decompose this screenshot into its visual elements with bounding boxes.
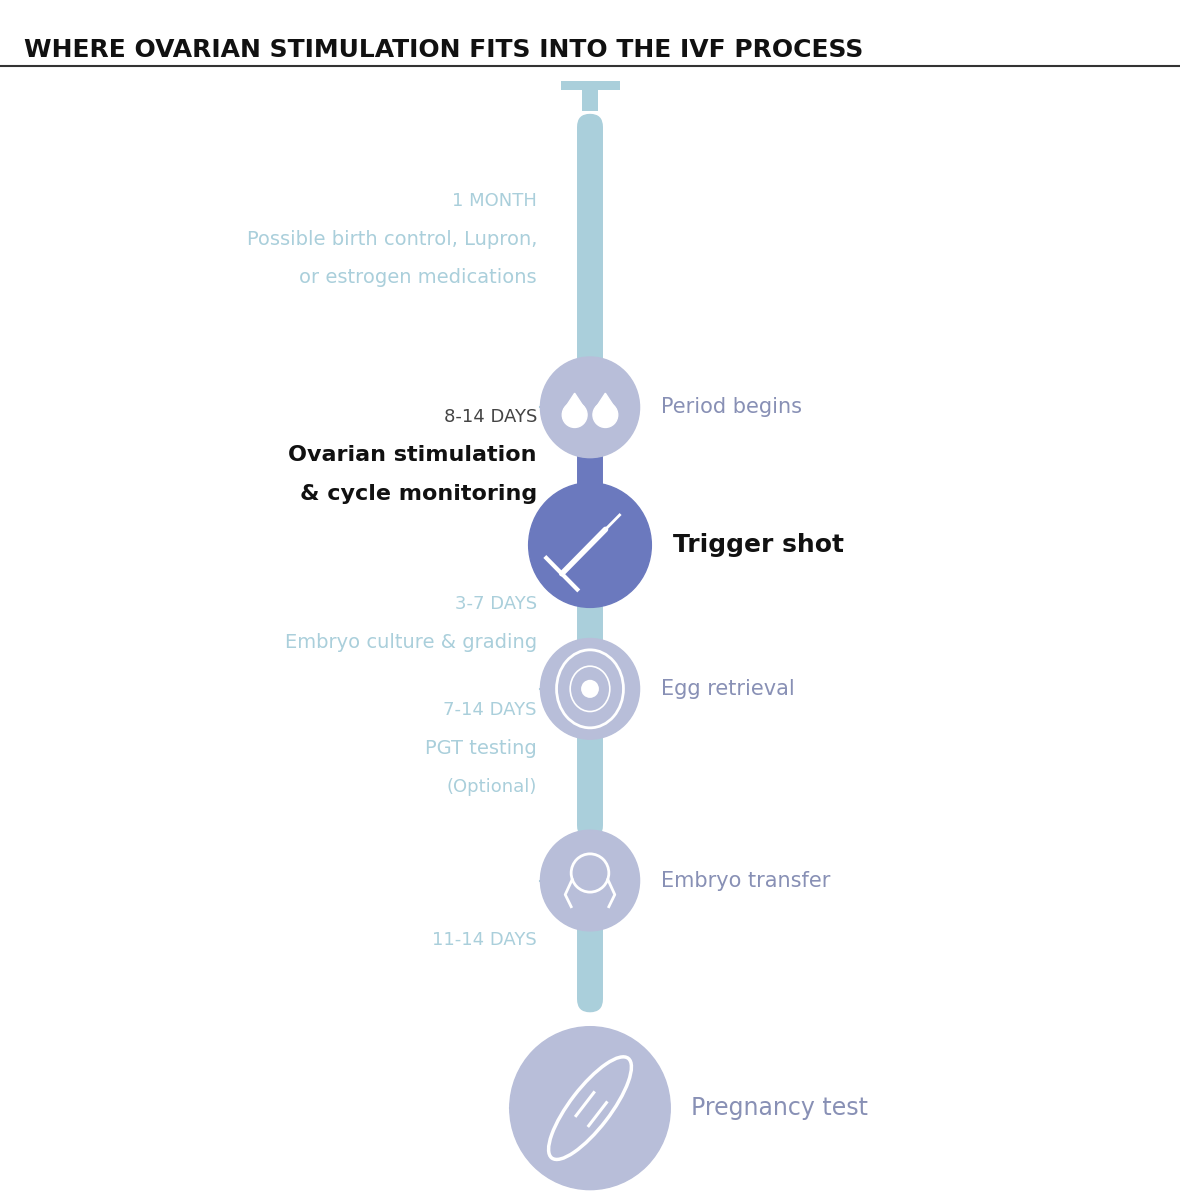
- Text: or estrogen medications: or estrogen medications: [300, 268, 537, 288]
- Text: Embryo transfer: Embryo transfer: [661, 871, 831, 890]
- Text: 1 MONTH: 1 MONTH: [452, 192, 537, 211]
- Text: Possible birth control, Lupron,: Possible birth control, Lupron,: [247, 230, 537, 249]
- FancyBboxPatch shape: [582, 90, 598, 111]
- FancyBboxPatch shape: [577, 114, 603, 398]
- Circle shape: [582, 872, 598, 889]
- Text: Trigger shot: Trigger shot: [673, 533, 844, 557]
- Circle shape: [510, 1027, 670, 1190]
- Text: Pregnancy test: Pregnancy test: [691, 1096, 868, 1120]
- Polygon shape: [595, 393, 616, 410]
- FancyBboxPatch shape: [577, 575, 603, 695]
- Circle shape: [582, 680, 598, 697]
- Circle shape: [582, 537, 598, 553]
- Circle shape: [540, 639, 640, 739]
- Text: 11-14 DAYS: 11-14 DAYS: [432, 931, 537, 950]
- Circle shape: [529, 483, 651, 607]
- Circle shape: [562, 403, 586, 428]
- FancyBboxPatch shape: [577, 725, 603, 839]
- Text: WHERE OVARIAN STIMULATION FITS INTO THE IVF PROCESS: WHERE OVARIAN STIMULATION FITS INTO THE …: [24, 38, 863, 62]
- FancyBboxPatch shape: [560, 81, 620, 90]
- Text: Egg retrieval: Egg retrieval: [661, 679, 794, 698]
- Text: 7-14 DAYS: 7-14 DAYS: [444, 701, 537, 720]
- Text: Ovarian stimulation: Ovarian stimulation: [288, 446, 537, 465]
- Polygon shape: [564, 393, 585, 410]
- Text: 8-14 DAYS: 8-14 DAYS: [444, 407, 537, 426]
- Text: 3-7 DAYS: 3-7 DAYS: [454, 594, 537, 613]
- FancyBboxPatch shape: [577, 413, 603, 521]
- Text: Embryo culture & grading: Embryo culture & grading: [284, 633, 537, 652]
- Circle shape: [594, 403, 618, 428]
- Circle shape: [582, 399, 598, 416]
- Circle shape: [540, 357, 640, 458]
- Text: Period begins: Period begins: [661, 398, 801, 417]
- Circle shape: [540, 830, 640, 931]
- FancyBboxPatch shape: [577, 881, 603, 1012]
- Circle shape: [581, 679, 599, 698]
- Text: & cycle monitoring: & cycle monitoring: [300, 484, 537, 503]
- Circle shape: [582, 1100, 598, 1117]
- Text: (Optional): (Optional): [446, 778, 537, 797]
- Text: PGT testing: PGT testing: [425, 739, 537, 758]
